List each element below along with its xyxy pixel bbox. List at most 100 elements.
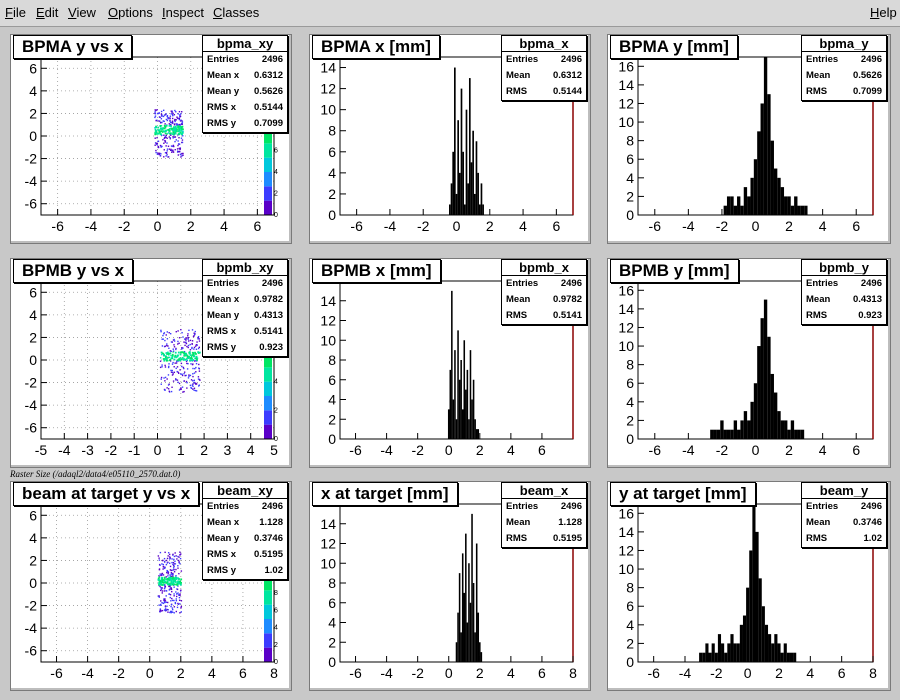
histogram-bar — [730, 429, 734, 439]
scatter-point — [191, 351, 194, 354]
scatter-point — [174, 601, 177, 604]
scatter-point — [181, 373, 183, 376]
stats-label: RMS y — [207, 118, 237, 129]
scatter-point — [175, 599, 178, 602]
stats-value: 0.3746 — [852, 517, 882, 528]
stats-row: Mean x 1.128 — [203, 515, 287, 531]
scatter-point — [164, 126, 167, 129]
scatter-point — [191, 384, 194, 386]
scatter-point — [164, 598, 166, 600]
y-tick-label: 12 — [618, 319, 634, 335]
histogram-bar — [463, 592, 466, 662]
plot-pad-beam_x[interactable]: -6 -4 -2 0 2 4 6 8 0 2 4 6 8 10 12 14 x at target [mm] be… — [309, 481, 591, 691]
scatter-point — [164, 551, 166, 554]
histogram-bar — [711, 643, 715, 662]
scatter-point — [166, 571, 168, 574]
menu-inspect[interactable]: Inspect — [162, 5, 204, 20]
scatter-point — [168, 354, 170, 356]
scatter-point — [196, 344, 198, 346]
scatter-point — [154, 137, 156, 139]
scatter-point — [160, 330, 162, 333]
scatter-point — [172, 561, 175, 564]
scatter-point — [170, 149, 173, 152]
scatter-point — [169, 332, 172, 335]
menu-options[interactable]: Options — [108, 5, 153, 20]
x-tick-label: -4 — [682, 442, 695, 458]
scatter-point — [172, 580, 175, 583]
scatter-point — [181, 111, 183, 113]
histogram-bar — [455, 642, 458, 662]
menu-file[interactable]: File — [5, 5, 26, 20]
scatter-point — [187, 335, 189, 337]
scatter-point — [159, 366, 162, 369]
histogram-bar — [743, 187, 748, 215]
menu-edit[interactable]: Edit — [36, 5, 59, 20]
scatter-point — [165, 118, 168, 121]
menu-help[interactable]: Help — [870, 5, 897, 20]
scatter-point — [157, 595, 159, 597]
scatter-point — [178, 594, 180, 596]
scatter-point — [171, 120, 174, 122]
scatter-point — [177, 602, 179, 605]
plot-svg: -6 -4 -2 0 2 4 6 8 0 2 4 6 8 10 12 14 — [320, 503, 577, 681]
histogram-bar — [767, 336, 771, 439]
stats-name: beam_y — [802, 483, 886, 499]
plot-svg: -6 -4 -2 0 2 4 6 0 2 4 6 8 10 12 14 — [320, 56, 574, 234]
scatter-point — [170, 127, 173, 130]
scatter-point — [179, 114, 181, 116]
histogram-bar — [457, 120, 459, 215]
plot-pad-bpmb_y[interactable]: -6 -4 -2 0 2 4 6 0 2 4 6 8 10 12 14 16 BPMB y [mm] bpmb_y… — [607, 258, 891, 468]
plot-pad-bpmb_x[interactable]: -6 -4 -2 0 2 4 6 0 2 4 6 8 10 12 14 BPMB x [mm] bpmb_x En… — [309, 258, 591, 468]
scatter-point — [162, 109, 165, 112]
histogram-bar — [475, 429, 478, 439]
scatter-point — [161, 128, 164, 131]
scatter-point — [173, 571, 176, 573]
scatter-point — [198, 384, 201, 386]
scatter-point — [193, 348, 195, 350]
scatter-point — [177, 143, 180, 145]
stats-value: 0.5195 — [253, 549, 283, 560]
scatter-point — [183, 367, 185, 370]
scatter-point — [180, 570, 183, 572]
scatter-point — [164, 113, 167, 116]
stats-name: bpmb_x — [502, 260, 586, 276]
stats-row: Entries 2496 — [502, 499, 586, 515]
plot-pad-bpma_y[interactable]: -6 -4 -2 0 2 4 6 0 2 4 6 8 10 12 14 16 BPMA y [mm] bpma_y… — [607, 34, 891, 244]
x-tick-label: 0 — [752, 442, 760, 458]
histogram-bar — [461, 409, 464, 439]
scatter-point — [166, 133, 168, 135]
scatter-point — [170, 575, 173, 578]
scatter-point — [195, 345, 197, 347]
scatter-point — [179, 612, 181, 614]
stats-label: RMS — [806, 533, 828, 544]
stats-label: Mean x — [207, 70, 240, 81]
plot-pad-beam_y[interactable]: -6 -4 -2 0 2 4 6 8 0 2 4 6 8 10 12 14 16 y at target [mm]… — [607, 481, 891, 691]
palette-segment — [264, 396, 272, 411]
scatter-point — [175, 598, 177, 600]
scatter-point — [158, 582, 160, 584]
scatter-point — [162, 130, 165, 133]
histogram-bar — [479, 642, 481, 662]
histogram-bar — [466, 622, 469, 662]
x-tick-label: 2 — [200, 442, 208, 458]
menu-classes[interactable]: Classes — [213, 5, 260, 20]
menu-view[interactable]: View — [68, 5, 96, 20]
scatter-point — [166, 378, 168, 380]
scatter-point — [174, 379, 177, 381]
scatter-point — [181, 374, 184, 377]
scatter-point — [177, 123, 179, 126]
plot-pad-bpma_x[interactable]: -6 -4 -2 0 2 4 6 0 2 4 6 8 10 12 14 BPMA x [mm] bpma_x En… — [309, 34, 591, 244]
plot-title: BPMB y [mm] — [610, 259, 739, 283]
scatter-point — [154, 131, 157, 134]
scatter-point — [161, 127, 163, 129]
x-tick-label: 2 — [177, 665, 185, 681]
stats-value: 2496 — [860, 501, 882, 512]
scatter-point — [160, 353, 163, 356]
scatter-point — [186, 354, 188, 357]
scatter-point — [167, 118, 169, 120]
scatter-point — [182, 152, 184, 155]
